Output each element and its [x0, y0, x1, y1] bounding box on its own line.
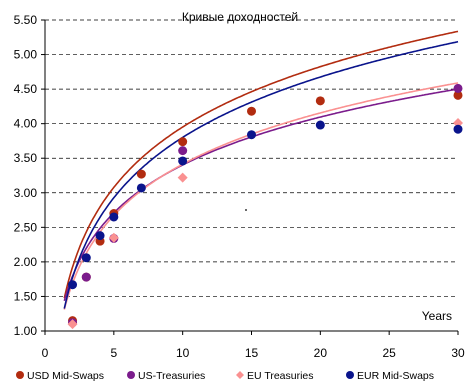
y-tick-label: 2.50	[14, 220, 38, 234]
trend-curves	[63, 30, 459, 310]
x-tick-label: 10	[176, 346, 190, 360]
legend: USD Mid-Swaps US-Treasuries EU Treasuries E…	[16, 370, 434, 382]
y-tick-label: 3.00	[14, 186, 38, 200]
y-tick-label: 4.00	[14, 117, 38, 131]
y-tick-label: 5.00	[14, 48, 38, 62]
data-point	[178, 146, 188, 156]
x-axis-label: Years	[422, 309, 452, 323]
x-tick-label: 5	[110, 346, 117, 360]
data-point	[177, 172, 188, 183]
data-point	[108, 232, 119, 243]
legend-label: EU Treasuries	[247, 370, 314, 382]
y-tick-label: 5.50	[14, 13, 38, 27]
y-tick-label: 4.50	[14, 82, 38, 96]
legend-label: EUR Mid-Swaps	[357, 370, 434, 382]
data-point	[136, 183, 146, 193]
axes: 1.00 1.50 2.00 2.50 3.00 3.50 4.00 4.50 5.00 5.50…	[14, 13, 465, 360]
data-point	[315, 96, 325, 106]
y-tick-label: 3.50	[14, 151, 38, 165]
legend-marker	[236, 371, 244, 379]
legend-marker	[346, 371, 354, 379]
x-tick-label: 0	[42, 346, 49, 360]
data-point	[178, 137, 188, 147]
data-point	[109, 212, 119, 222]
trend-curve	[63, 82, 459, 310]
trend-curve	[63, 30, 459, 299]
x-tick-label: 25	[382, 346, 396, 360]
y-tick-label: 2.00	[14, 255, 38, 269]
legend-marker	[127, 371, 135, 379]
data-points	[67, 83, 463, 330]
y-tick-label: 1.50	[14, 289, 38, 303]
data-point	[81, 272, 91, 282]
data-point	[247, 106, 256, 116]
stray-dot	[245, 209, 247, 211]
legend-label: USD Mid-Swaps	[27, 370, 104, 382]
x-tick-label: 30	[451, 346, 465, 360]
data-point	[453, 124, 463, 134]
grid-lines	[45, 19, 458, 297]
data-point	[95, 231, 105, 241]
x-tick-label: 15	[245, 346, 259, 360]
data-point	[453, 83, 463, 93]
trend-curve	[63, 88, 459, 302]
data-point	[453, 90, 463, 100]
x-tick-label: 20	[314, 346, 328, 360]
trend-curve	[63, 40, 459, 309]
data-point	[68, 280, 78, 290]
data-point	[136, 169, 146, 179]
data-point	[178, 156, 188, 166]
data-point	[247, 130, 256, 140]
y-tick-label: 1.00	[14, 324, 38, 338]
legend-marker	[16, 371, 24, 379]
data-point	[315, 120, 325, 130]
legend-label: US-Treasuries	[138, 370, 205, 382]
data-point	[81, 253, 91, 263]
data-point	[67, 319, 78, 330]
chart-title: Кривые доходностей	[182, 10, 298, 24]
